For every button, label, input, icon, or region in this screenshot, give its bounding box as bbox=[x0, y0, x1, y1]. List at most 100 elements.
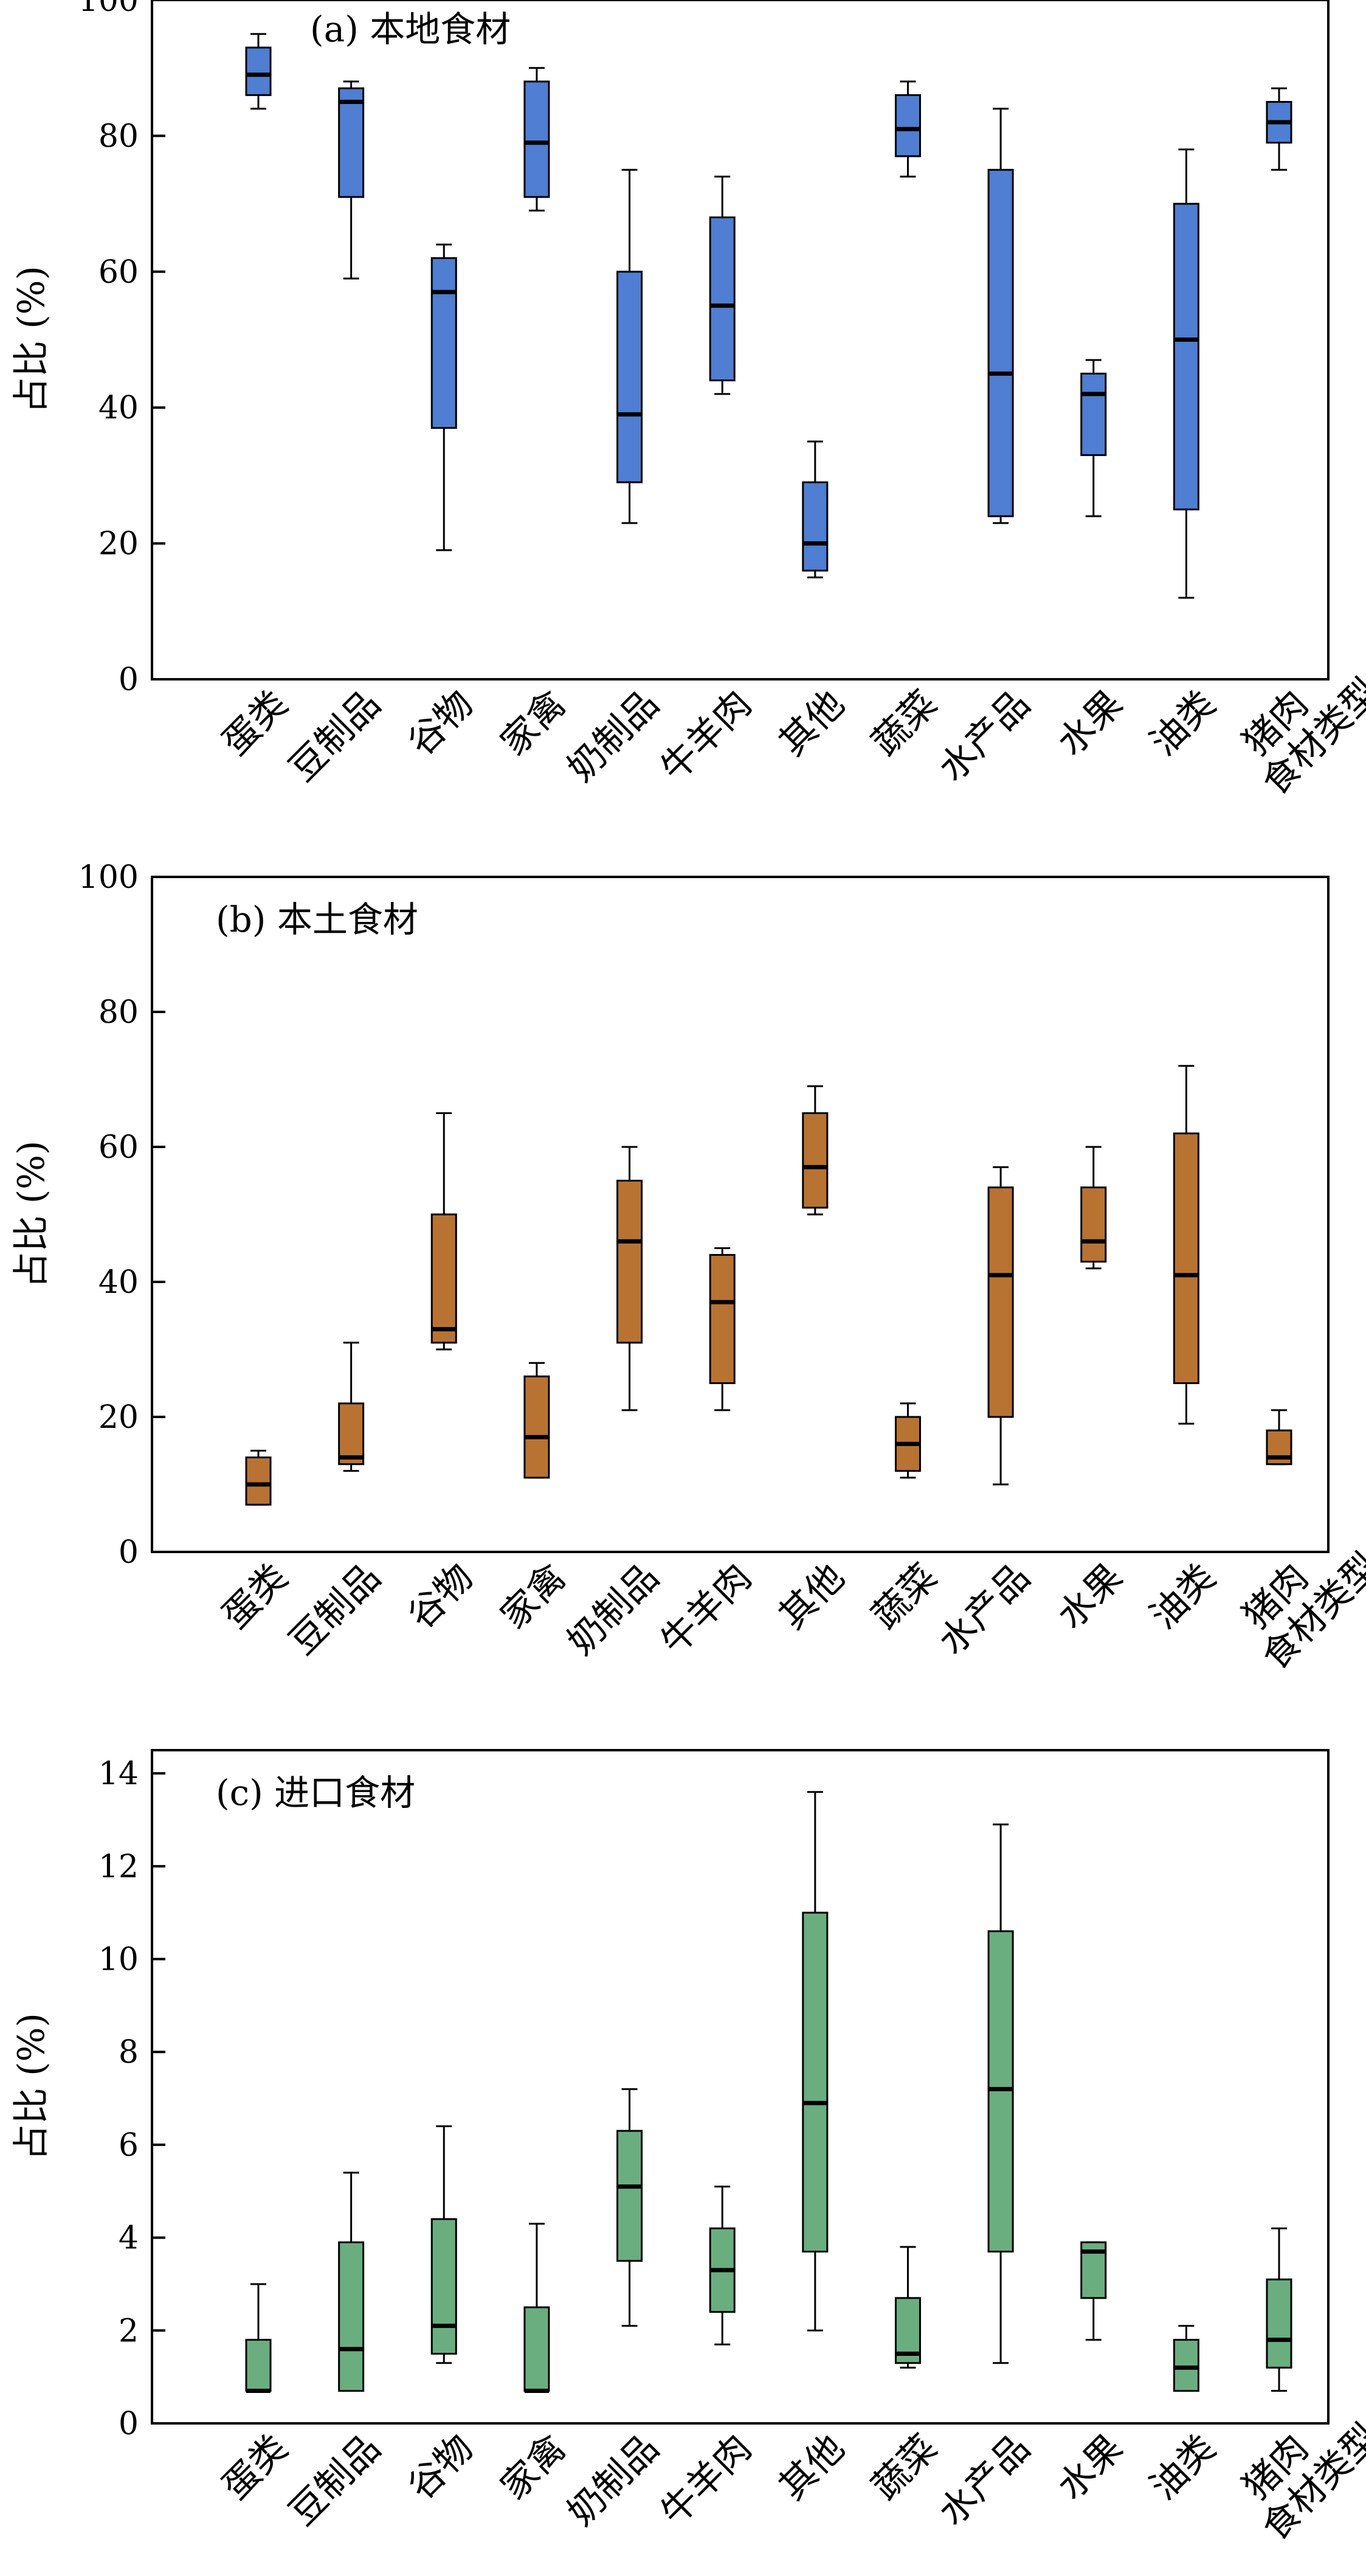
box-11 bbox=[1173, 148, 1199, 599]
box-2 bbox=[338, 80, 365, 280]
x-category-label: 豆制品 bbox=[281, 2426, 389, 2534]
y-tick-label: 80 bbox=[98, 994, 139, 1031]
box-iqr bbox=[987, 168, 1014, 518]
x-category-label: 谷物 bbox=[400, 2426, 481, 2508]
box-4 bbox=[523, 67, 550, 212]
box-iqr bbox=[245, 2339, 272, 2392]
y-tick-label: 40 bbox=[98, 1264, 139, 1301]
box-1 bbox=[245, 1450, 272, 1506]
x-category-label: 其他 bbox=[771, 682, 852, 764]
y-tick-label: 60 bbox=[98, 254, 139, 291]
box-6 bbox=[709, 2186, 736, 2346]
x-category-label: 水果 bbox=[1049, 2426, 1131, 2508]
box-iqr bbox=[802, 1911, 829, 2253]
y-tick-label: 2 bbox=[119, 2313, 139, 2349]
x-category-label: 水果 bbox=[1049, 1556, 1131, 1637]
x-category-label: 水产品 bbox=[931, 1556, 1038, 1663]
y-tick-label: 100 bbox=[78, 859, 139, 896]
box-5 bbox=[616, 168, 643, 524]
box-7 bbox=[802, 1085, 829, 1216]
box-6 bbox=[709, 1247, 736, 1411]
x-category-label: 油类 bbox=[1142, 1556, 1224, 1637]
y-axis-title: 占比 (%) bbox=[10, 266, 53, 414]
box-12 bbox=[1266, 87, 1292, 171]
box-iqr bbox=[894, 94, 921, 158]
plot-frame bbox=[151, 1749, 1330, 2425]
x-category-label: 油类 bbox=[1142, 682, 1224, 764]
y-tick-label: 60 bbox=[98, 1129, 139, 1166]
y-axis-title: 占比 (%) bbox=[10, 1141, 53, 1289]
box-iqr bbox=[1173, 2339, 1199, 2392]
y-tick-label: 0 bbox=[119, 2406, 139, 2442]
box-iqr bbox=[430, 257, 457, 429]
box-iqr bbox=[709, 1254, 736, 1385]
box-iqr bbox=[338, 87, 365, 198]
box-4 bbox=[523, 1362, 550, 1479]
box-10 bbox=[1080, 1146, 1107, 1270]
x-category-label: 其他 bbox=[771, 2426, 852, 2508]
box-3 bbox=[430, 1112, 457, 1351]
y-tick-label: 0 bbox=[119, 1534, 139, 1571]
chart-title: (b) 本土食材 bbox=[216, 899, 418, 940]
box-10 bbox=[1080, 2241, 1107, 2341]
box-5 bbox=[616, 1146, 643, 1411]
box-iqr bbox=[1173, 203, 1199, 511]
x-category-label: 牛羊肉 bbox=[652, 682, 760, 790]
box-1 bbox=[245, 33, 272, 110]
x-category-label: 蛋类 bbox=[214, 682, 295, 764]
box-3 bbox=[430, 243, 457, 552]
box-iqr bbox=[245, 1456, 272, 1506]
y-tick-label: 10 bbox=[98, 1942, 139, 1978]
x-category-label: 家禽 bbox=[492, 682, 574, 764]
box-2 bbox=[338, 2172, 365, 2392]
box-8 bbox=[894, 80, 921, 178]
box-iqr bbox=[802, 1112, 829, 1209]
box-10 bbox=[1080, 359, 1107, 518]
y-tick-label: 40 bbox=[98, 390, 139, 426]
y-tick-label: 0 bbox=[119, 662, 139, 698]
x-category-label: 蔬菜 bbox=[864, 1556, 945, 1637]
y-tick-label: 12 bbox=[98, 1849, 139, 1885]
y-tick-label: 14 bbox=[98, 1756, 139, 1792]
box-11 bbox=[1173, 1065, 1199, 1425]
plot-frame bbox=[151, 876, 1330, 1553]
box-2 bbox=[338, 1342, 365, 1472]
box-9 bbox=[987, 1823, 1014, 2364]
x-category-label: 奶制品 bbox=[559, 1556, 667, 1663]
y-tick-label: 20 bbox=[98, 526, 139, 563]
y-tick-label: 20 bbox=[98, 1399, 139, 1436]
x-category-label: 蛋类 bbox=[214, 1556, 295, 1637]
box-iqr bbox=[245, 46, 272, 96]
box-11 bbox=[1173, 2325, 1199, 2392]
x-category-label: 家禽 bbox=[492, 2426, 574, 2508]
box-iqr bbox=[1080, 1186, 1107, 1263]
chart-title: (a) 本地食材 bbox=[310, 9, 511, 50]
box-iqr bbox=[616, 1180, 643, 1344]
x-category-label: 家禽 bbox=[492, 1556, 574, 1637]
x-category-label: 其他 bbox=[771, 1556, 852, 1637]
box-iqr bbox=[338, 1402, 365, 1466]
box-5 bbox=[616, 2088, 643, 2327]
box-1 bbox=[245, 2283, 272, 2394]
x-category-label: 蛋类 bbox=[214, 2426, 295, 2508]
box-8 bbox=[894, 1402, 921, 1479]
box-4 bbox=[523, 2223, 550, 2394]
box-iqr bbox=[430, 1213, 457, 1344]
box-8 bbox=[894, 2246, 921, 2369]
box-iqr bbox=[709, 216, 736, 382]
box-9 bbox=[987, 1166, 1014, 1486]
y-axis-title: 占比 (%) bbox=[10, 2013, 53, 2161]
x-category-label: 水产品 bbox=[931, 682, 1038, 790]
x-category-label: 牛羊肉 bbox=[652, 2426, 760, 2534]
x-category-label: 谷物 bbox=[400, 1556, 481, 1637]
y-tick-label: 4 bbox=[119, 2220, 139, 2257]
box-iqr bbox=[987, 1186, 1014, 1418]
box-7 bbox=[802, 1791, 829, 2332]
chart-title: (c) 进口食材 bbox=[216, 1772, 415, 1813]
x-category-label: 谷物 bbox=[400, 682, 481, 764]
box-iqr bbox=[430, 2218, 457, 2355]
x-category-label: 奶制品 bbox=[559, 2426, 667, 2534]
